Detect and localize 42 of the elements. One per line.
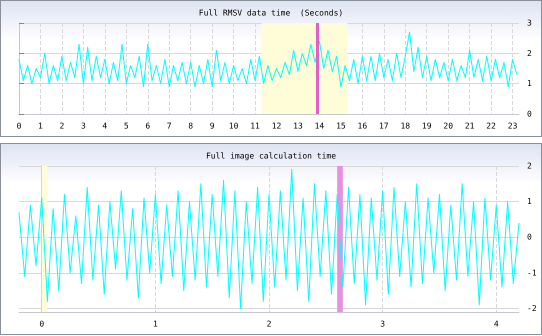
x-tick-label: 21 [464, 122, 475, 130]
x-tick-label: 6 [145, 122, 150, 130]
y-tick-label: 0 [527, 232, 532, 242]
chart-title: Full image calculation time [206, 152, 336, 160]
line-series [18, 169, 520, 309]
x-tick-label: 19 [422, 122, 432, 130]
x-tick-label: 0 [39, 320, 44, 328]
chart-title: Full RMSV data time (Seconds) [198, 8, 344, 18]
y-tick-label: 1 [527, 197, 532, 206]
y-tick-label: 1 [527, 79, 532, 88]
x-tick-label: 4 [494, 320, 499, 328]
x-tick-label: 0 [16, 122, 22, 130]
x-tick-label: 2 [266, 320, 272, 328]
x-tick-label: 5 [124, 122, 129, 130]
x-tick-label: 9 [210, 122, 215, 130]
x-tick-label: 14 [314, 122, 324, 130]
x-tick-label: 3 [380, 320, 386, 328]
y-tick-label: 2 [527, 48, 532, 58]
x-tick-label: 18 [400, 122, 410, 130]
line-series [18, 32, 518, 88]
x-tick-label: 12 [272, 122, 282, 130]
y-tick-label: 3 [527, 18, 532, 28]
x-tick-label: 4 [102, 122, 108, 130]
x-tick-label: 23 [508, 122, 518, 130]
y-tick-label: 2 [527, 162, 532, 170]
x-tick-label: 22 [486, 122, 496, 130]
x-tick-label: 8 [188, 122, 194, 130]
x-tick-label: 11 [250, 122, 260, 130]
x-tick-label: 15 [336, 122, 346, 130]
x-tick-label: 17 [378, 122, 389, 130]
y-tick-label: -2 [527, 304, 537, 313]
x-tick-label: 7 [166, 122, 172, 130]
x-tick-label: 16 [358, 122, 368, 130]
x-tick-label: 3 [80, 122, 86, 130]
x-tick-label: 20 [443, 122, 454, 130]
y-tick-label: -1 [527, 268, 537, 278]
x-tick-label: 1 [38, 122, 44, 130]
x-tick-label: 2 [60, 122, 65, 130]
x-tick-label: 10 [228, 122, 239, 130]
x-tick-label: 13 [293, 122, 303, 130]
x-tick-label: 1 [152, 320, 158, 328]
y-tick-label: 0 [527, 110, 532, 118]
